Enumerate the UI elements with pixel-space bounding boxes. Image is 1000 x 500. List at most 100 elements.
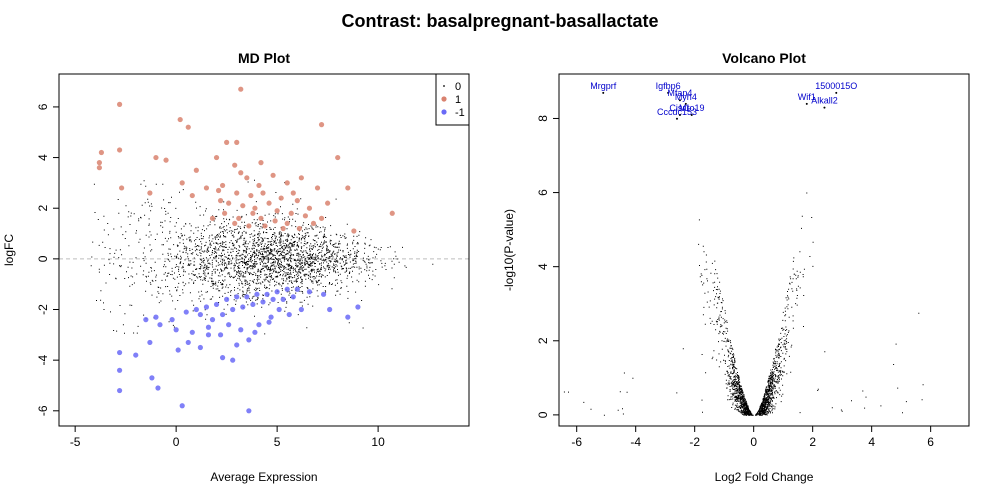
down-point bbox=[183, 309, 189, 315]
up-point bbox=[248, 192, 254, 199]
gene-label: Cccdc153 bbox=[657, 107, 697, 117]
up-point bbox=[185, 124, 191, 130]
up-point bbox=[314, 185, 321, 191]
down-point bbox=[185, 339, 191, 346]
down-point bbox=[116, 387, 123, 394]
up-point bbox=[193, 167, 199, 173]
down-point bbox=[193, 306, 199, 313]
down-point bbox=[226, 322, 232, 328]
up-point bbox=[256, 182, 262, 189]
up-point bbox=[302, 213, 309, 219]
x-tick-label: -6 bbox=[571, 435, 582, 449]
down-point bbox=[284, 286, 290, 292]
down-point bbox=[197, 344, 203, 351]
down-point bbox=[209, 317, 216, 323]
y-tick-label: -6 bbox=[36, 405, 50, 416]
up-point bbox=[288, 210, 294, 216]
gene-label: Cisr1 bbox=[669, 103, 690, 113]
down-point bbox=[276, 306, 282, 313]
down-point bbox=[274, 289, 280, 295]
up-point bbox=[153, 154, 159, 161]
volcano-plot-xlabel: Log2 Fold Change bbox=[715, 470, 814, 484]
md-plot-xlabel: Average Expression bbox=[210, 470, 317, 484]
md-plot-points bbox=[59, 86, 469, 414]
up-point bbox=[244, 175, 250, 181]
down-point bbox=[116, 349, 123, 356]
down-point bbox=[157, 322, 163, 328]
up-point bbox=[213, 154, 220, 161]
y-tick-label: 0 bbox=[36, 255, 50, 262]
down-point bbox=[133, 352, 139, 358]
down-point bbox=[153, 314, 159, 320]
up-point bbox=[306, 205, 313, 211]
up-point bbox=[280, 225, 286, 232]
y-tick-label: 2 bbox=[536, 337, 550, 344]
down-point bbox=[203, 304, 210, 310]
down-point bbox=[149, 375, 155, 381]
up-point bbox=[335, 154, 341, 161]
down-point bbox=[298, 306, 304, 313]
down-point bbox=[234, 294, 240, 300]
up-point bbox=[219, 182, 226, 189]
down-point bbox=[219, 311, 226, 318]
x-tick-label: 6 bbox=[927, 435, 934, 449]
up-point bbox=[262, 223, 268, 229]
x-tick-label: 0 bbox=[750, 435, 757, 449]
volcano-plot-title: Volcano Plot bbox=[722, 50, 806, 66]
x-tick-label: -4 bbox=[630, 435, 641, 449]
up-point bbox=[272, 218, 278, 224]
labeled-point bbox=[835, 91, 838, 94]
y-tick-label: -4 bbox=[36, 354, 50, 365]
down-point bbox=[238, 327, 244, 333]
up-point bbox=[232, 220, 238, 227]
md-plot-legend: 0 1 -1 bbox=[435, 73, 470, 126]
gene-label: Mro19 bbox=[679, 103, 705, 113]
up-point bbox=[224, 139, 230, 145]
up-point bbox=[232, 162, 238, 168]
down-point bbox=[252, 329, 258, 335]
up-point bbox=[266, 200, 272, 206]
labeled-point bbox=[602, 91, 605, 94]
labeled-point bbox=[675, 117, 678, 120]
up-point bbox=[274, 208, 280, 214]
up-point bbox=[258, 160, 264, 166]
down-point bbox=[217, 332, 224, 338]
volcano-plot-frame bbox=[558, 73, 970, 427]
up-point bbox=[215, 187, 222, 194]
down-point bbox=[327, 306, 333, 313]
down-point bbox=[290, 294, 296, 300]
down-point bbox=[268, 314, 274, 320]
up-point bbox=[222, 210, 228, 216]
up-point bbox=[234, 190, 240, 196]
labeled-point bbox=[805, 102, 808, 105]
down-point bbox=[189, 329, 195, 335]
up-point bbox=[236, 215, 242, 221]
down-point bbox=[147, 339, 153, 346]
up-point bbox=[179, 180, 185, 186]
y-tick-label: 6 bbox=[36, 103, 50, 110]
labeled-point bbox=[690, 114, 693, 117]
up-point bbox=[96, 160, 102, 166]
up-point bbox=[98, 149, 105, 156]
down-point bbox=[173, 327, 179, 333]
down-point bbox=[205, 324, 212, 330]
down-point bbox=[213, 301, 220, 308]
up-point bbox=[217, 198, 224, 204]
down-point bbox=[280, 296, 286, 302]
up-point bbox=[147, 190, 153, 196]
up-point bbox=[116, 101, 123, 107]
y-tick-label: -2 bbox=[36, 304, 50, 315]
legend-label-neg1: -1 bbox=[455, 107, 465, 119]
down-point bbox=[205, 332, 212, 338]
gene-label: Myh4 bbox=[675, 92, 697, 102]
volcano-plot-points bbox=[563, 192, 924, 416]
volcano-points bbox=[563, 192, 924, 416]
down-point bbox=[143, 317, 149, 323]
y-tick-label: 0 bbox=[536, 411, 550, 418]
gene-label: Igfbp6 bbox=[656, 81, 681, 91]
labeled-point bbox=[684, 102, 687, 105]
y-tick-label: 8 bbox=[536, 115, 550, 122]
up-point bbox=[318, 122, 325, 128]
